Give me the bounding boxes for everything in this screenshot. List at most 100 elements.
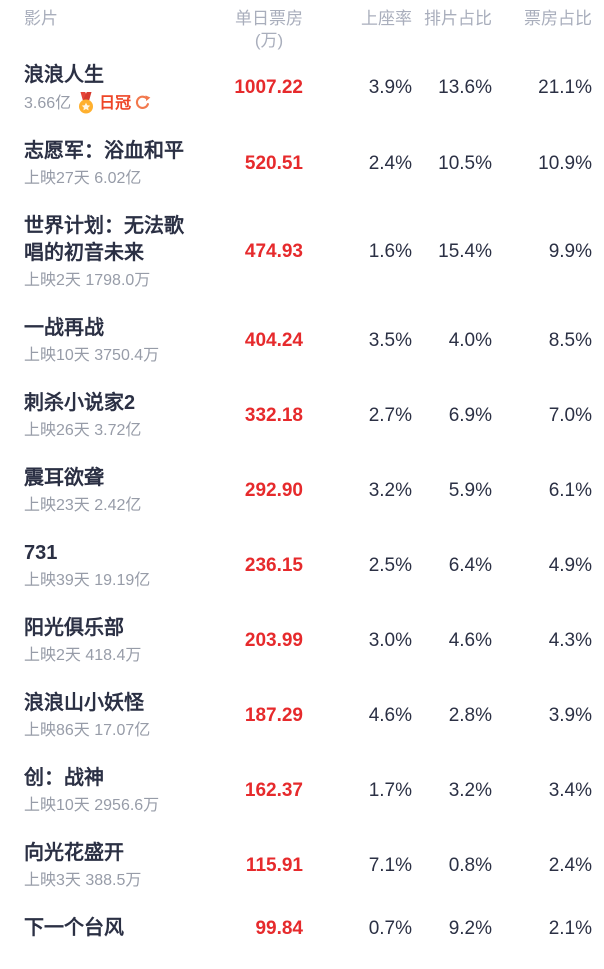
movie-title: 震耳欲聋 [24,467,104,489]
movie-row[interactable]: 浪浪山小妖怪 上映86天 17.07亿 187.29 4.6% 2.8% 3.9… [0,680,604,755]
column-header-screening-share: 排片占比 [424,9,492,28]
movie-title: 刺杀小说家2 [24,392,136,414]
attendance-rate-value: 0.7% [368,917,412,939]
movie-subline: 上映86天 17.07亿 [24,720,200,741]
movie-subline: 上映10天 3750.4万 [24,345,200,366]
daily-box-office-value: 332.18 [244,404,303,426]
movie-row[interactable]: 一战再战 上映10天 3750.4万 404.24 3.5% 4.0% 8.5% [0,305,604,380]
attendance-rate-value: 4.6% [368,704,412,726]
box-office-share-value: 3.9% [548,704,592,726]
day-champion-badge: 日冠 [76,92,151,114]
table-header: 影片 单日票房 (万) 上座率 排片占比 票房占比 [0,0,604,52]
movie-info-cell: 浪浪人生 3.66亿 日冠 [24,62,200,114]
column-header-daily-box-office-unit: (万) [254,31,284,50]
box-office-share-value: 4.9% [548,554,592,576]
screening-share-value: 3.2% [448,779,492,801]
movie-title: 浪浪人生 [24,64,104,86]
movie-title: 向光花盛开 [24,842,124,864]
movie-subline: 上映10天 2956.6万 [24,795,200,816]
movie-subline: 上映39天 19.19亿 [24,570,200,591]
attendance-rate-value: 2.5% [368,554,412,576]
movie-subline: 上映3天 388.5万 [24,870,200,891]
column-header-daily-box-office-label: 单日票房 [235,9,303,28]
movie-subtitle: 上映2天 418.4万 [24,647,142,664]
daily-box-office-value: 162.37 [244,779,303,801]
movie-info-cell: 731 上映39天 19.19亿 [24,540,200,591]
movie-subtitle: 上映86天 17.07亿 [24,722,151,739]
box-office-share-value: 10.9% [538,152,592,174]
screening-share-value: 0.8% [448,854,492,876]
daily-box-office-value: 520.51 [244,152,303,174]
box-office-share-value: 21.1% [538,77,592,98]
movie-title: 志愿军：浴血和平 [24,140,184,162]
movie-row[interactable]: 震耳欲聋 上映23天 2.42亿 292.90 3.2% 5.9% 6.1% [0,455,604,530]
box-office-share-value: 2.4% [548,854,592,876]
movie-subline: 3.66亿 日冠 [24,92,200,114]
box-office-share-value: 4.3% [548,629,592,651]
box-office-share-value: 9.9% [548,241,592,262]
movie-row[interactable]: 向光花盛开 上映3天 388.5万 115.91 7.1% 0.8% 2.4% [0,830,604,905]
attendance-rate-value: 2.4% [368,152,412,174]
movie-info-cell: 震耳欲聋 上映23天 2.42亿 [24,465,200,516]
daily-box-office-value: 474.93 [244,241,303,262]
attendance-rate-value: 1.7% [368,779,412,801]
movie-subline: 上映23天 2.42亿 [24,495,200,516]
movie-subtitle: 上映2天 1798.0万 [24,272,151,289]
screening-share-value: 6.9% [448,404,492,426]
movie-info-cell: 向光花盛开 上映3天 388.5万 [24,840,200,891]
movie-row[interactable]: 刺杀小说家2 上映26天 3.72亿 332.18 2.7% 6.9% 7.0% [0,380,604,455]
daily-box-office-value: 236.15 [244,554,303,576]
daily-box-office-value: 1007.22 [234,77,303,98]
screening-share-value: 4.0% [448,329,492,351]
daily-box-office-value: 203.99 [244,629,303,651]
movie-row[interactable]: 世界计划：无法歌唱的初音未来 上映2天 1798.0万 474.93 1.6% … [0,203,604,305]
screening-share-value: 2.8% [448,704,492,726]
movie-subtitle: 上映39天 19.19亿 [24,572,151,589]
attendance-rate-value: 7.1% [368,854,412,876]
movie-subtitle: 上映3天 388.5万 [24,872,142,889]
box-office-share-value: 3.4% [548,779,592,801]
movie-row[interactable]: 创：战神 上映10天 2956.6万 162.37 1.7% 3.2% 3.4% [0,755,604,830]
movie-info-cell: 下一个台风 [24,915,200,942]
movie-subtitle: 上映10天 2956.6万 [24,797,160,814]
movie-row[interactable]: 浪浪人生 3.66亿 日冠 [0,52,604,128]
movie-title: 下一个台风 [24,917,124,939]
attendance-rate-value: 2.7% [368,404,412,426]
movie-info-cell: 刺杀小说家2 上映26天 3.72亿 [24,390,200,441]
movie-title: 731 [24,542,58,564]
movie-subline: 上映26天 3.72亿 [24,420,200,441]
screening-share-value: 13.6% [438,77,492,98]
screening-share-value: 6.4% [448,554,492,576]
movie-row[interactable]: 阳光俱乐部 上映2天 418.4万 203.99 3.0% 4.6% 4.3% [0,605,604,680]
daily-box-office-value: 404.24 [244,329,303,351]
screening-share-value: 4.6% [448,629,492,651]
movie-row[interactable]: 下一个台风 99.84 0.7% 9.2% 2.1% [0,905,604,956]
attendance-rate-value: 3.2% [368,479,412,501]
box-office-share-value: 2.1% [548,917,592,939]
box-office-share-value: 6.1% [548,479,592,501]
refresh-icon[interactable] [134,94,151,112]
column-header-daily-box-office: 单日票房 (万) [200,8,303,52]
movie-info-cell: 一战再战 上映10天 3750.4万 [24,315,200,366]
movie-info-cell: 阳光俱乐部 上映2天 418.4万 [24,615,200,666]
day-champion-label: 日冠 [99,94,132,112]
column-header-movie: 影片 [24,9,58,28]
movie-row[interactable]: 731 上映39天 19.19亿 236.15 2.5% 6.4% 4.9% [0,530,604,605]
movie-subtitle: 上映23天 2.42亿 [24,497,142,514]
daily-box-office-value: 115.91 [245,854,303,876]
movie-subtitle: 上映10天 3750.4万 [24,347,160,364]
screening-share-value: 10.5% [438,152,492,174]
screening-share-value: 5.9% [448,479,492,501]
attendance-rate-value: 3.5% [368,329,412,351]
daily-box-office-value: 187.29 [244,704,303,726]
movie-title: 一战再战 [24,317,104,339]
movie-row[interactable]: 志愿军：浴血和平 上映27天 6.02亿 520.51 2.4% 10.5% 1… [0,128,604,203]
medal-icon [76,92,96,114]
attendance-rate-value: 3.9% [368,77,412,98]
movie-subtitle: 上映27天 6.02亿 [24,170,142,187]
box-office-share-value: 8.5% [548,329,592,351]
attendance-rate-value: 3.0% [368,629,412,651]
movie-subtitle: 上映26天 3.72亿 [24,422,142,439]
movie-title: 创：战神 [24,767,104,789]
